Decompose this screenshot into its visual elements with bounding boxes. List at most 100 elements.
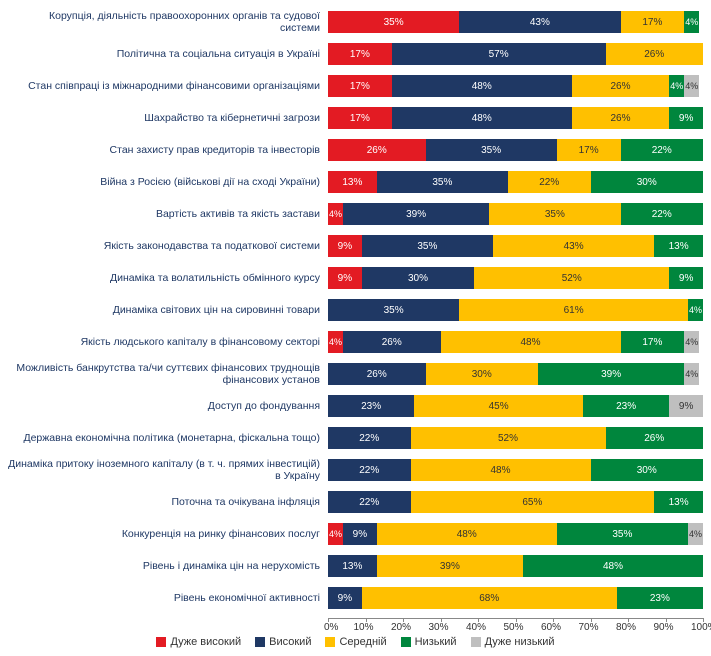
bar: 35%43%17%4% <box>328 11 703 33</box>
segment-value: 57 <box>489 49 500 60</box>
bar-segment-very_high: 26% <box>328 139 426 161</box>
bar: 26%35%17%22% <box>328 139 703 161</box>
segment-value: 17 <box>579 145 590 156</box>
row-label: Динаміка притоку іноземного капіталу (в … <box>8 458 328 482</box>
segment-value: 48 <box>520 337 531 348</box>
bar: 4%39%35%22% <box>328 203 703 225</box>
bar-segment-low: 4% <box>684 11 699 33</box>
legend-item-high: Високий <box>255 636 311 648</box>
segment-value: 43 <box>530 17 541 28</box>
row-label: Конкуренція на ринку фінансових послуг <box>8 528 328 540</box>
segment-value: 17 <box>350 113 361 124</box>
bar-segment-very_high: 35% <box>328 11 459 33</box>
segment-value: 48 <box>457 529 468 540</box>
bar-segment-high: 35% <box>362 235 493 257</box>
bar: 26%30%39%4% <box>328 363 703 385</box>
segment-value: 30 <box>637 465 648 476</box>
segment-value: 39 <box>601 369 612 380</box>
chart-row: Шахрайство та кібернетичні загрози17%48%… <box>8 106 703 130</box>
bar-segment-low: 9% <box>669 107 703 129</box>
bar-segment-medium: 52% <box>474 267 669 289</box>
row-label: Якість законодавства та податкової систе… <box>8 240 328 252</box>
chart-row: Якість законодавства та податкової систе… <box>8 234 703 258</box>
bar-segment-medium: 48% <box>377 523 557 545</box>
chart-row: Динаміка та волатильність обмінного курс… <box>8 266 703 290</box>
segment-value: 52 <box>498 433 509 444</box>
legend-label: Дуже низький <box>485 636 555 648</box>
bar-segment-very_low: 4% <box>684 363 699 385</box>
row-label: Корупція, діяльність правоохоронних орга… <box>8 10 328 34</box>
chart-row: Рівень і динаміка цін на нерухомість13%3… <box>8 554 703 578</box>
bar: 4%9%48%35%4% <box>328 523 703 545</box>
bar-segment-high: 43% <box>459 11 620 33</box>
bar: 22%48%30% <box>328 459 703 481</box>
bar-segment-very_low: 4% <box>684 331 699 353</box>
row-label: Рівень і динаміка цін на нерухомість <box>8 560 328 572</box>
legend-item-low: Низький <box>401 636 457 648</box>
segment-value: 39 <box>440 561 451 572</box>
bar-segment-high: 26% <box>328 363 426 385</box>
segment-value: 22 <box>359 465 370 476</box>
segment-value: 17 <box>642 17 653 28</box>
bar-segment-low: 48% <box>523 555 703 577</box>
chart-row: Корупція, діяльність правоохоронних орга… <box>8 10 703 34</box>
chart-row: Стан захисту прав кредиторів та інвестор… <box>8 138 703 162</box>
segment-value: 48 <box>603 561 614 572</box>
bar-segment-very_high: 4% <box>328 331 343 353</box>
bar-segment-low: 23% <box>583 395 669 417</box>
chart-row: Динаміка світових цін на сировинні товар… <box>8 298 703 322</box>
bar: 17%57%26% <box>328 43 703 65</box>
bar-segment-high: 9% <box>328 587 362 609</box>
chart-row: Динаміка притоку іноземного капіталу (в … <box>8 458 703 482</box>
bar: 22%52%26% <box>328 427 703 449</box>
row-label: Державна економічна політика (монетарна,… <box>8 432 328 444</box>
bar-segment-medium: 43% <box>493 235 654 257</box>
bar-segment-low: 4% <box>669 75 684 97</box>
segment-value: 22 <box>539 177 550 188</box>
bar-segment-high: 30% <box>362 267 475 289</box>
bar-segment-high: 35% <box>426 139 557 161</box>
chart-row: Війна з Росією (військові дії на сході У… <box>8 170 703 194</box>
bar-segment-high: 57% <box>392 43 606 65</box>
row-label: Шахрайство та кібернетичні загрози <box>8 112 328 124</box>
bar-segment-medium: 26% <box>572 75 670 97</box>
segment-value: 26 <box>644 433 655 444</box>
segment-value: 13 <box>669 497 680 508</box>
bar-segment-medium: 52% <box>411 427 606 449</box>
segment-value: 22 <box>359 433 370 444</box>
segment-value: 13 <box>342 177 353 188</box>
row-label: Війна з Росією (військові дії на сході У… <box>8 176 328 188</box>
chart-row: Якість людського капіталу в фінансовому … <box>8 330 703 354</box>
legend-label: Низький <box>415 636 457 648</box>
chart-row: Конкуренція на ринку фінансових послуг4%… <box>8 522 703 546</box>
legend-swatch <box>471 637 481 647</box>
legend-item-medium: Середній <box>325 636 386 648</box>
segment-value: 68 <box>479 593 490 604</box>
bar-segment-medium: 48% <box>441 331 621 353</box>
bar-segment-medium: 35% <box>489 203 620 225</box>
bar: 13%35%22%30% <box>328 171 703 193</box>
bar-segment-high: 22% <box>328 491 411 513</box>
segment-value: 65 <box>522 497 533 508</box>
segment-value: 52 <box>562 273 573 284</box>
segment-value: 35 <box>545 209 556 220</box>
chart-row: Поточна та очікувана інфляція22%65%13% <box>8 490 703 514</box>
bar: 9%35%43%13% <box>328 235 703 257</box>
bar: 17%48%26%9% <box>328 107 703 129</box>
row-label: Стан співпраці із міжнародними фінансови… <box>8 80 328 92</box>
row-label: Можливість банкрутства та/чи суттєвих фі… <box>8 362 328 386</box>
bar-segment-very_high: 4% <box>328 203 343 225</box>
segment-value: 48 <box>472 81 483 92</box>
bar-segment-medium: 39% <box>377 555 523 577</box>
risk-stacked-bar-chart: Корупція, діяльність правоохоронних орга… <box>8 10 703 648</box>
bar-segment-high: 13% <box>328 555 377 577</box>
segment-value: 13 <box>342 561 353 572</box>
bar-segment-medium: 26% <box>572 107 670 129</box>
bar-segment-low: 9% <box>669 267 703 289</box>
bar-segment-low: 13% <box>654 491 703 513</box>
segment-value: 35 <box>612 529 623 540</box>
bar-segment-medium: 61% <box>459 299 688 321</box>
segment-value: 43 <box>564 241 575 252</box>
bar-segment-high: 22% <box>328 459 411 481</box>
bar-segment-low: 30% <box>591 171 704 193</box>
